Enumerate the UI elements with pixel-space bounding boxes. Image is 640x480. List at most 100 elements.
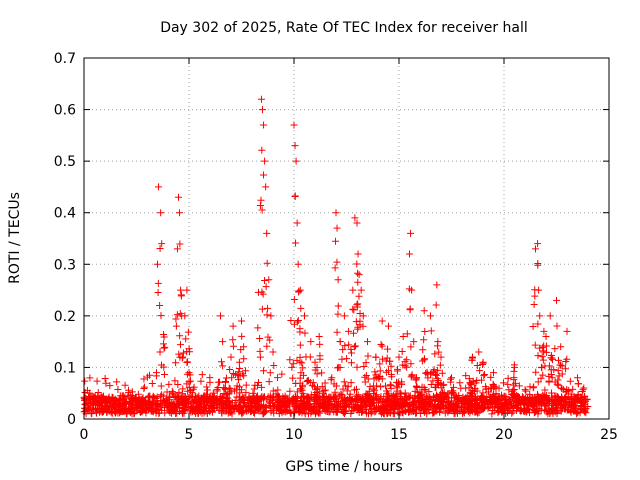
- data-point: [447, 397, 455, 405]
- data-point: [225, 398, 233, 406]
- data-point: [403, 363, 411, 371]
- y-tick-label: 0.7: [54, 51, 76, 67]
- data-point: [169, 389, 177, 397]
- data-point: [552, 404, 560, 412]
- data-point: [429, 377, 437, 385]
- data-point: [154, 260, 161, 268]
- data-point: [316, 355, 324, 363]
- data-point: [473, 396, 481, 404]
- data-point: [381, 382, 389, 390]
- data-point: [303, 398, 311, 406]
- data-point: [553, 322, 561, 330]
- data-point: [291, 409, 299, 417]
- data-point: [318, 369, 326, 377]
- data-point: [146, 392, 154, 400]
- data-point: [391, 397, 399, 405]
- data-point: [90, 401, 98, 409]
- data-point: [363, 391, 371, 399]
- data-point: [502, 392, 510, 400]
- data-point: [394, 378, 402, 386]
- data-point: [580, 384, 588, 392]
- data-point: [473, 362, 481, 370]
- data-point: [279, 393, 287, 401]
- data-point: [413, 382, 421, 390]
- data-point: [355, 408, 363, 416]
- data-point: [286, 356, 294, 364]
- data-point: [364, 352, 372, 360]
- data-point: [333, 402, 341, 410]
- data-point: [229, 322, 237, 330]
- data-point: [303, 378, 311, 386]
- data-point: [124, 392, 132, 400]
- data-point: [566, 377, 574, 385]
- data-point: [176, 209, 184, 217]
- data-point: [532, 245, 539, 253]
- data-point: [246, 407, 254, 415]
- data-point: [457, 384, 465, 392]
- data-point: [372, 353, 380, 361]
- data-point: [340, 312, 348, 320]
- data-point: [481, 370, 489, 378]
- data-point: [131, 403, 139, 411]
- data-point: [160, 370, 168, 378]
- data-point: [292, 239, 300, 247]
- data-point: [314, 404, 322, 412]
- data-point: [172, 322, 180, 330]
- data-point: [472, 403, 480, 411]
- data-point: [578, 404, 586, 412]
- y-tick-label: 0.4: [54, 206, 76, 222]
- data-point: [518, 407, 526, 415]
- data-point: [427, 312, 434, 320]
- data-point: [509, 395, 517, 403]
- data-point: [191, 395, 199, 403]
- data-point: [350, 329, 358, 337]
- data-point: [299, 364, 307, 372]
- data-point: [174, 380, 182, 388]
- data-point: [156, 302, 164, 310]
- data-point: [179, 406, 187, 414]
- data-point: [354, 250, 362, 258]
- data-point: [341, 342, 349, 350]
- data-point: [260, 410, 268, 418]
- data-point: [513, 398, 521, 406]
- data-point: [235, 368, 243, 376]
- data-point: [468, 354, 476, 362]
- data-point: [229, 342, 237, 350]
- data-point: [293, 395, 301, 403]
- data-point: [176, 332, 184, 340]
- data-point: [235, 376, 243, 384]
- data-point: [366, 405, 374, 413]
- data-point: [480, 372, 488, 380]
- data-point: [176, 310, 184, 318]
- data-point: [362, 372, 370, 380]
- data-point: [444, 390, 452, 398]
- data-point: [256, 347, 264, 355]
- data-point: [182, 335, 190, 343]
- data-point: [313, 363, 321, 371]
- data-point: [263, 229, 271, 237]
- data-point: [129, 395, 137, 403]
- data-point: [552, 392, 560, 400]
- data-point: [261, 276, 269, 284]
- data-point: [504, 380, 512, 388]
- data-point: [296, 341, 304, 349]
- data-point: [255, 404, 263, 412]
- y-tick-label: 0.1: [54, 360, 76, 376]
- data-point: [436, 408, 444, 416]
- data-point: [177, 291, 185, 299]
- data-point: [188, 393, 196, 401]
- data-point: [531, 341, 539, 349]
- data-point: [190, 407, 198, 415]
- data-point: [179, 385, 187, 393]
- data-point: [546, 312, 554, 320]
- data-point: [398, 408, 406, 416]
- data-point: [418, 357, 426, 365]
- data-point: [312, 386, 320, 394]
- data-point: [386, 357, 394, 365]
- data-point: [113, 378, 121, 386]
- data-point: [140, 375, 148, 383]
- data-point: [376, 406, 384, 414]
- data-point: [260, 367, 268, 375]
- data-point: [254, 396, 262, 404]
- data-point: [151, 406, 159, 414]
